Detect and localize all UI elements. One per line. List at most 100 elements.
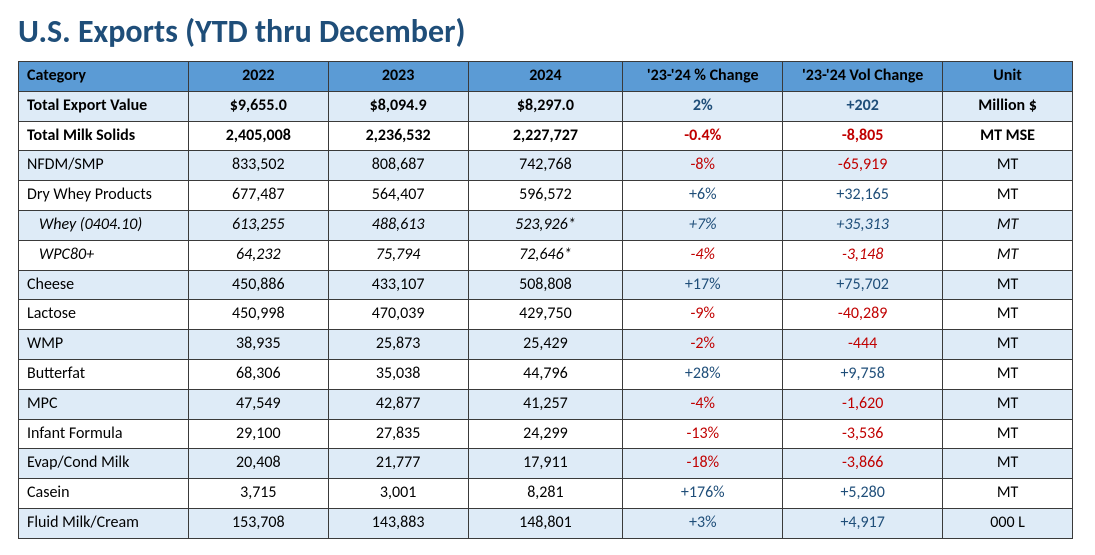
cell: 596,572 — [468, 181, 623, 211]
cell: Infant Formula — [19, 419, 189, 449]
table-row: Butterfat68,30635,03844,796+28%+9,758MT — [19, 359, 1073, 389]
table-row: WPC80+64,23275,79472,646*-4%-3,148MT — [19, 240, 1073, 270]
table-row: Total Export Value$9,655.0$8,094.9$8,297… — [19, 91, 1073, 121]
col-vol: '23-'24 Vol Change — [783, 62, 943, 92]
cell: -40,289 — [783, 300, 943, 330]
cell: 47,549 — [188, 389, 328, 419]
cell: Casein — [19, 479, 189, 509]
cell: MT — [943, 270, 1073, 300]
cell: -13% — [623, 419, 783, 449]
cell: 564,407 — [328, 181, 468, 211]
cell: 677,487 — [188, 181, 328, 211]
cell: MT — [943, 479, 1073, 509]
cell: -8% — [623, 151, 783, 181]
cell: +176% — [623, 479, 783, 509]
col-2024: 2024 — [468, 62, 623, 92]
cell: 429,750 — [468, 300, 623, 330]
cell: NFDM/SMP — [19, 151, 189, 181]
cell: +4,917 — [783, 508, 943, 538]
cell: Butterfat — [19, 359, 189, 389]
cell: 613,255 — [188, 210, 328, 240]
cell: 3,001 — [328, 479, 468, 509]
cell: 75,794 — [328, 240, 468, 270]
cell: Million $ — [943, 91, 1073, 121]
cell: 25,429 — [468, 330, 623, 360]
cell: -4% — [623, 240, 783, 270]
cell: 508,808 — [468, 270, 623, 300]
cell: -8,805 — [783, 121, 943, 151]
cell: 20,408 — [188, 449, 328, 479]
cell: 488,613 — [328, 210, 468, 240]
page-title: U.S. Exports (YTD thru December) — [18, 12, 1077, 51]
cell: -2% — [623, 330, 783, 360]
cell: Lactose — [19, 300, 189, 330]
cell: -9% — [623, 300, 783, 330]
cell: 8,281 — [468, 479, 623, 509]
table-row: Infant Formula29,10027,83524,299-13%-3,5… — [19, 419, 1073, 449]
cell: +28% — [623, 359, 783, 389]
cell: +5,280 — [783, 479, 943, 509]
cell: 433,107 — [328, 270, 468, 300]
table-row: NFDM/SMP833,502808,687742,768-8%-65,919M… — [19, 151, 1073, 181]
cell: 2,405,008 — [188, 121, 328, 151]
cell: +3% — [623, 508, 783, 538]
cell: 000 L — [943, 508, 1073, 538]
cell: Whey (0404.10) — [19, 210, 189, 240]
table-row: Fluid Milk/Cream153,708143,883148,801+3%… — [19, 508, 1073, 538]
cell: +17% — [623, 270, 783, 300]
cell: 35,038 — [328, 359, 468, 389]
table-row: Cheese450,886433,107508,808+17%+75,702MT — [19, 270, 1073, 300]
cell: -444 — [783, 330, 943, 360]
cell: MT — [943, 300, 1073, 330]
cell: 450,998 — [188, 300, 328, 330]
cell: WPC80+ — [19, 240, 189, 270]
cell: 808,687 — [328, 151, 468, 181]
cell: 25,873 — [328, 330, 468, 360]
cell: MT — [943, 330, 1073, 360]
cell: 143,883 — [328, 508, 468, 538]
table-row: Evap/Cond Milk20,40821,77717,911-18%-3,8… — [19, 449, 1073, 479]
cell: 64,232 — [188, 240, 328, 270]
table-row: WMP38,93525,87325,429-2%-444MT — [19, 330, 1073, 360]
cell: $8,094.9 — [328, 91, 468, 121]
table-row: Casein3,7153,0018,281+176%+5,280MT — [19, 479, 1073, 509]
cell: MT — [943, 181, 1073, 211]
cell: MT — [943, 240, 1073, 270]
col-category: Category — [19, 62, 189, 92]
cell: 24,299 — [468, 419, 623, 449]
cell: 2,236,532 — [328, 121, 468, 151]
cell: +35,313 — [783, 210, 943, 240]
col-2022: 2022 — [188, 62, 328, 92]
cell: MT — [943, 449, 1073, 479]
cell: 42,877 — [328, 389, 468, 419]
cell: MT — [943, 359, 1073, 389]
cell: Total Milk Solids — [19, 121, 189, 151]
cell: 72,646* — [468, 240, 623, 270]
cell: 470,039 — [328, 300, 468, 330]
table-row: Lactose450,998470,039429,750-9%-40,289MT — [19, 300, 1073, 330]
cell: 2,227,727 — [468, 121, 623, 151]
cell: MPC — [19, 389, 189, 419]
cell: -3,536 — [783, 419, 943, 449]
cell: Evap/Cond Milk — [19, 449, 189, 479]
cell: Total Export Value — [19, 91, 189, 121]
cell: MT — [943, 389, 1073, 419]
table-row: Whey (0404.10)613,255488,613523,926*+7%+… — [19, 210, 1073, 240]
cell: +202 — [783, 91, 943, 121]
cell: -3,148 — [783, 240, 943, 270]
cell: -65,919 — [783, 151, 943, 181]
cell: MT — [943, 419, 1073, 449]
cell: 523,926* — [468, 210, 623, 240]
cell: 833,502 — [188, 151, 328, 181]
cell: -1,620 — [783, 389, 943, 419]
cell: +75,702 — [783, 270, 943, 300]
cell: -4% — [623, 389, 783, 419]
cell: 17,911 — [468, 449, 623, 479]
cell: Dry Whey Products — [19, 181, 189, 211]
cell: 450,886 — [188, 270, 328, 300]
cell: 21,777 — [328, 449, 468, 479]
cell: MT MSE — [943, 121, 1073, 151]
cell: 44,796 — [468, 359, 623, 389]
cell: +6% — [623, 181, 783, 211]
cell: WMP — [19, 330, 189, 360]
